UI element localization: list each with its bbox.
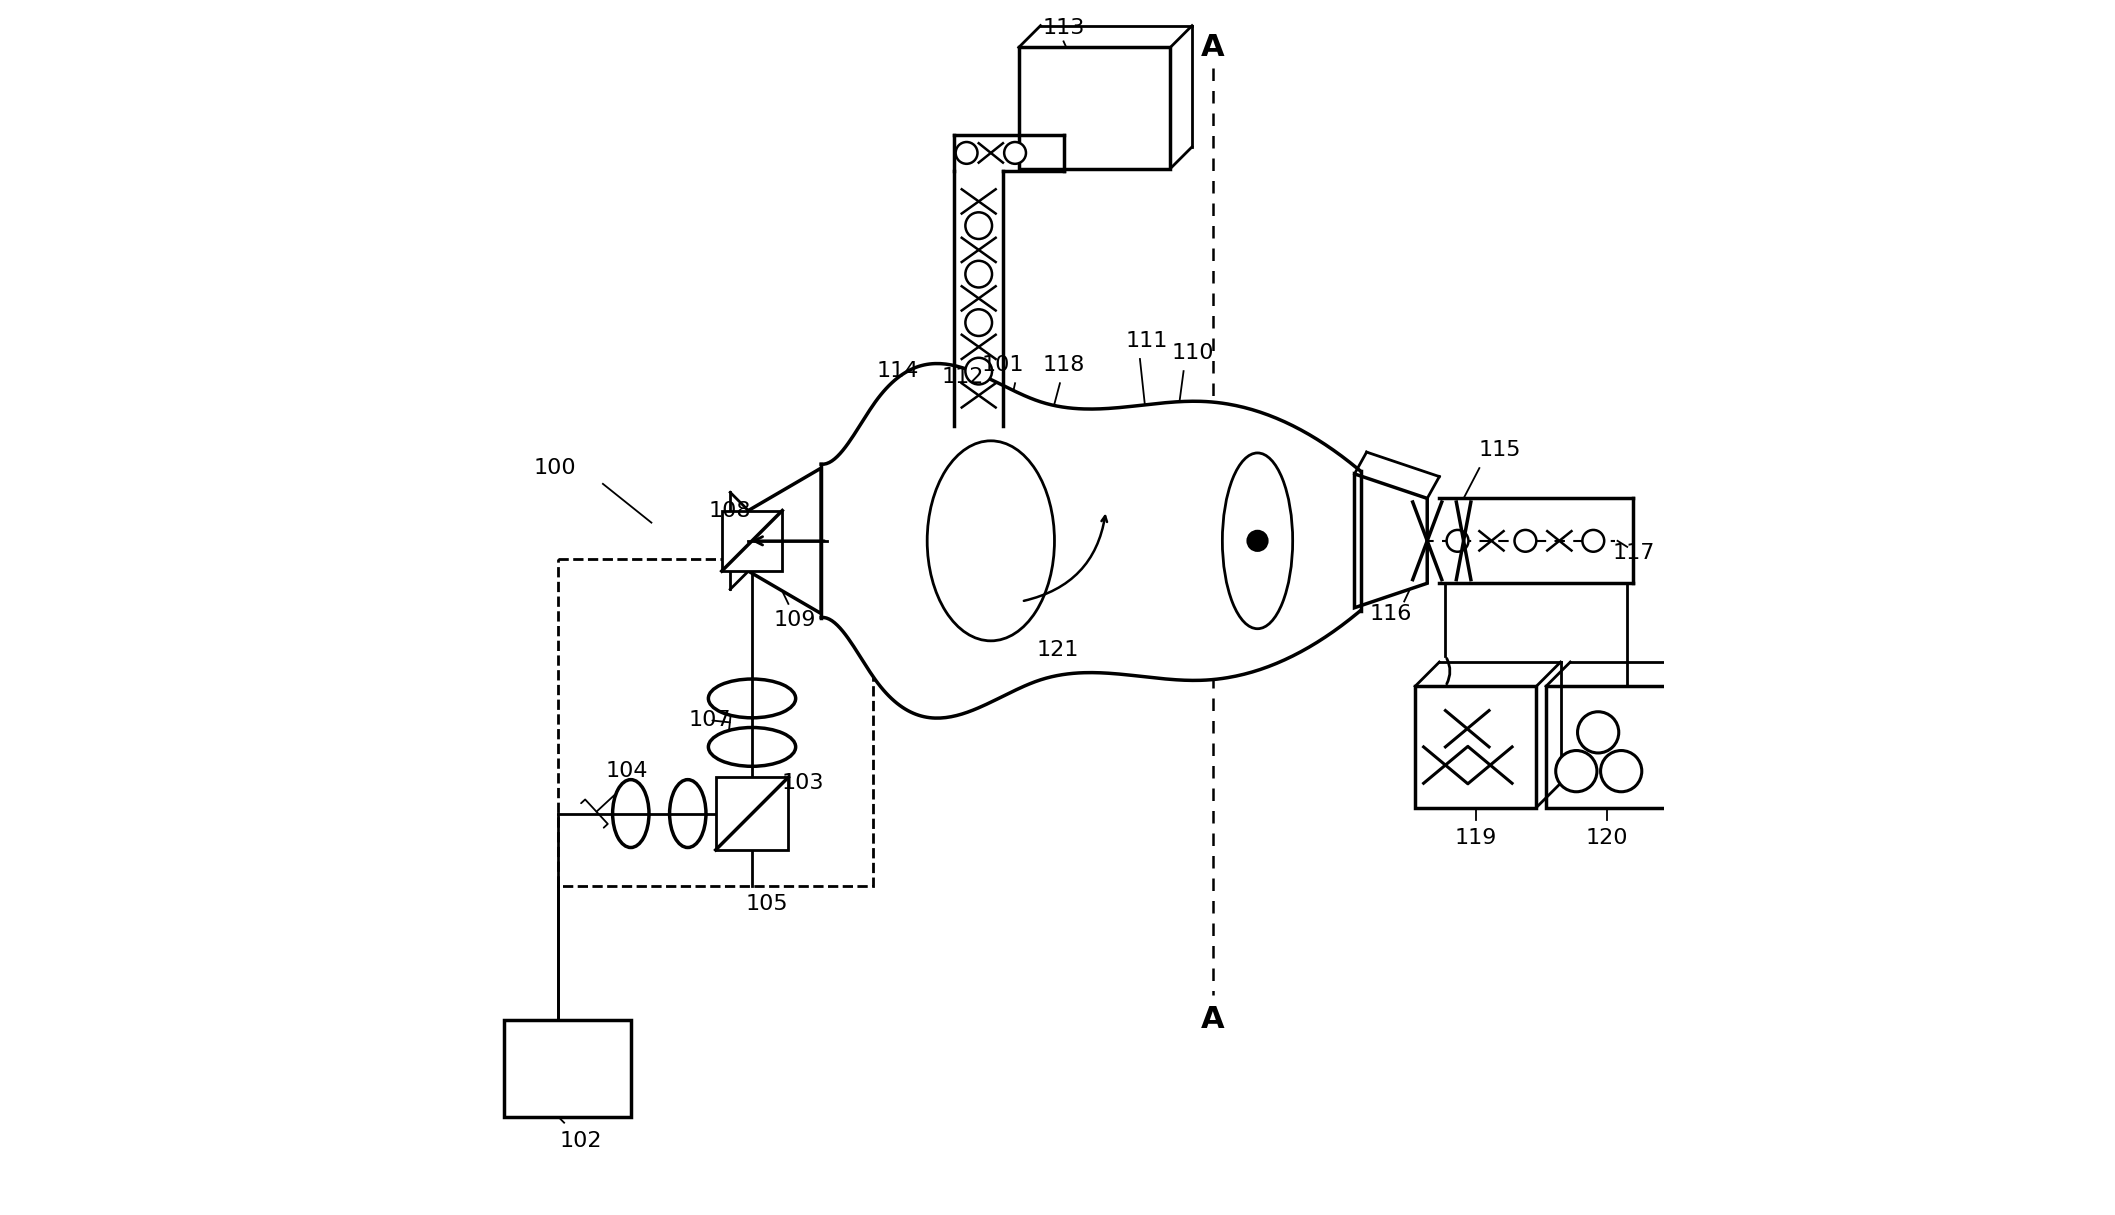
Text: A: A [1201, 33, 1225, 62]
Bar [721, 510, 783, 571]
Text: 116: 116 [1371, 604, 1413, 623]
Ellipse shape [709, 728, 795, 767]
Polygon shape [749, 468, 821, 614]
Text: 102: 102 [560, 1131, 603, 1151]
Text: 107: 107 [687, 711, 732, 730]
Text: 121: 121 [1036, 640, 1079, 660]
Bar [1019, 47, 1170, 169]
Circle shape [1005, 142, 1026, 164]
Text: 104: 104 [605, 761, 649, 781]
Text: 113: 113 [1043, 18, 1085, 38]
Text: 117: 117 [1612, 543, 1654, 563]
Circle shape [1248, 531, 1267, 550]
Ellipse shape [926, 441, 1055, 640]
Text: 100: 100 [533, 458, 575, 477]
Text: 120: 120 [1586, 827, 1629, 848]
Text: 101: 101 [981, 355, 1024, 375]
Text: 112: 112 [941, 367, 983, 388]
Ellipse shape [613, 780, 649, 848]
Bar [503, 1019, 630, 1117]
Ellipse shape [1222, 453, 1292, 628]
Bar [1415, 686, 1535, 808]
Text: A: A [1201, 1005, 1225, 1034]
Polygon shape [1354, 474, 1428, 608]
Circle shape [964, 357, 992, 384]
Circle shape [1514, 530, 1535, 552]
Circle shape [964, 261, 992, 288]
Bar [715, 778, 789, 850]
Text: 119: 119 [1455, 827, 1497, 848]
Text: 118: 118 [1043, 355, 1085, 375]
Circle shape [1578, 712, 1618, 753]
Circle shape [1557, 751, 1597, 792]
Circle shape [956, 142, 977, 164]
Circle shape [1601, 751, 1641, 792]
Circle shape [964, 213, 992, 239]
Polygon shape [821, 363, 1360, 718]
Ellipse shape [709, 679, 795, 718]
Ellipse shape [670, 780, 706, 848]
Text: 109: 109 [774, 610, 816, 629]
Text: 115: 115 [1478, 440, 1521, 460]
Bar [558, 559, 873, 886]
Bar [1546, 686, 1667, 808]
Circle shape [964, 310, 992, 337]
Text: 110: 110 [1172, 343, 1214, 363]
Text: 111: 111 [1125, 330, 1167, 351]
Text: 108: 108 [709, 501, 751, 520]
Text: 103: 103 [783, 773, 825, 793]
Text: 105: 105 [744, 894, 789, 915]
Circle shape [1447, 530, 1468, 552]
Circle shape [1582, 530, 1603, 552]
Text: 114: 114 [876, 361, 918, 382]
